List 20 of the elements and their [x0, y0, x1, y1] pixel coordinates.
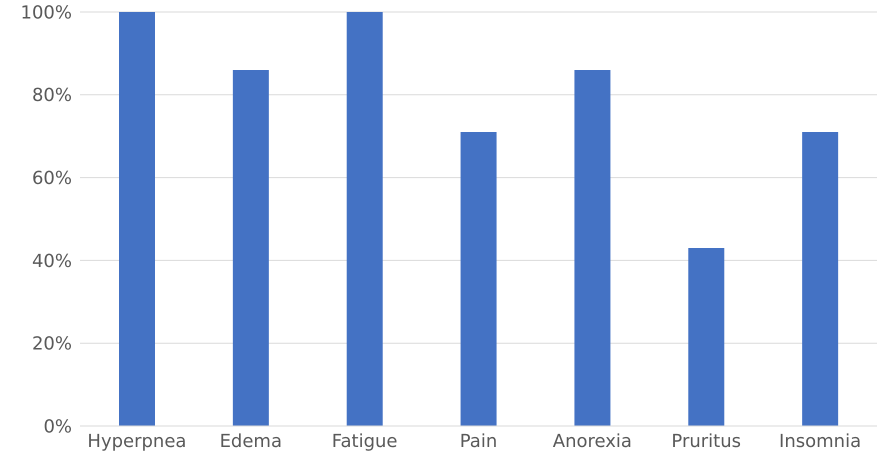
bar — [688, 248, 724, 426]
y-tick-label: 80% — [32, 85, 72, 106]
x-tick-label: Hyperpnea — [87, 430, 186, 452]
bar — [574, 70, 610, 426]
x-tick-label: Fatigue — [332, 430, 398, 452]
y-tick-label: 100% — [20, 2, 72, 24]
x-tick-label: Anorexia — [552, 430, 632, 452]
x-tick-label: Pain — [460, 430, 498, 452]
bar — [346, 12, 383, 426]
y-tick-label: 40% — [32, 250, 72, 272]
y-tick-label: 0% — [43, 416, 72, 438]
y-tick-label: 60% — [32, 168, 72, 189]
x-tick-label: Insomnia — [779, 430, 862, 452]
bar — [460, 132, 497, 426]
x-tick-label: Pruritus — [671, 430, 742, 452]
y-tick-label: 20% — [32, 334, 72, 355]
bar — [802, 132, 838, 426]
bar — [119, 12, 155, 426]
bar — [232, 70, 269, 426]
x-tick-label: Edema — [220, 430, 282, 452]
